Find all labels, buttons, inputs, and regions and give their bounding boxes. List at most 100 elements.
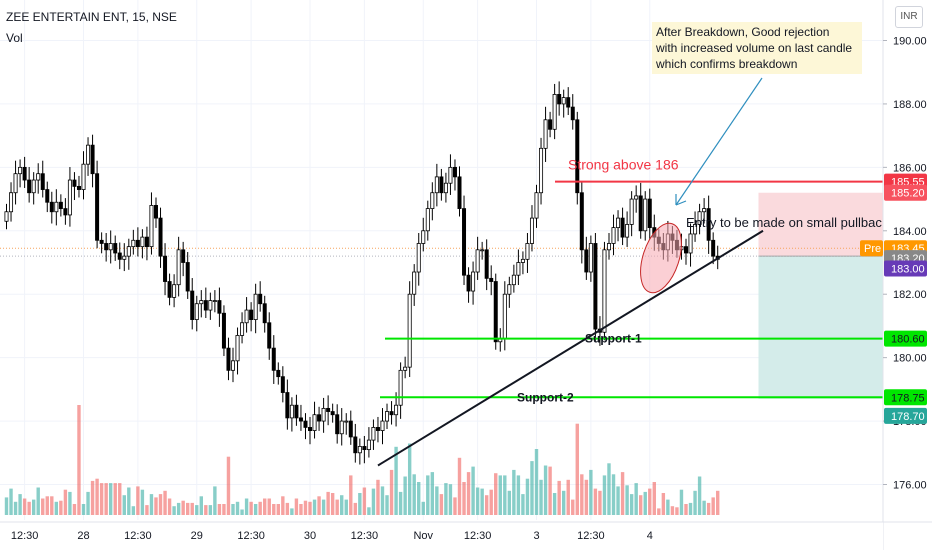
candle-body xyxy=(163,255,168,282)
candle-body xyxy=(271,347,276,371)
candle-body xyxy=(235,335,240,362)
volume-bar xyxy=(326,491,330,515)
candle-body xyxy=(330,411,335,416)
volume-bar xyxy=(276,504,280,515)
volume-bar xyxy=(516,475,521,515)
trendline xyxy=(377,229,764,467)
volume-bar xyxy=(285,502,290,515)
volume-bar xyxy=(208,505,213,515)
volume-bar xyxy=(231,504,235,515)
volume-bar xyxy=(593,488,598,515)
volume-bar xyxy=(444,483,448,515)
candle-body xyxy=(430,192,435,209)
note-arrow xyxy=(675,77,763,206)
candle-body xyxy=(480,249,485,252)
volume-bar xyxy=(566,479,570,515)
candle-body xyxy=(484,249,489,279)
volume-bar xyxy=(394,446,398,515)
candle-body xyxy=(90,144,95,175)
volume-bar xyxy=(308,501,312,515)
time-tick-label: 4 xyxy=(647,530,653,542)
volume-bar xyxy=(172,506,176,515)
candle-body xyxy=(380,420,385,431)
candle-body xyxy=(72,179,77,187)
candle-body xyxy=(557,94,562,105)
volume-bar xyxy=(90,480,95,515)
candle-body xyxy=(425,208,430,232)
volume-bar xyxy=(602,475,607,515)
candle-body xyxy=(122,255,127,260)
candle-body xyxy=(489,277,494,282)
candle-body xyxy=(421,230,426,244)
volume-bar xyxy=(376,479,380,515)
time-tick-label: 12:30 xyxy=(577,530,605,542)
price-tag-label: 180.60 xyxy=(891,334,925,346)
candle-body xyxy=(45,189,50,203)
candle-body xyxy=(140,236,145,248)
volume-bar xyxy=(702,500,706,515)
volume-bar xyxy=(453,497,457,515)
candle-body xyxy=(706,208,711,241)
candle-body xyxy=(529,217,534,244)
resistance-label: Strong above 186 xyxy=(568,157,679,173)
volume-bar xyxy=(620,472,625,515)
volume-bar xyxy=(167,498,172,515)
volume-bar xyxy=(45,496,49,515)
volume-bar xyxy=(412,474,416,515)
volume-bar xyxy=(31,499,36,515)
volume-bar xyxy=(679,489,684,515)
candle-body xyxy=(412,271,417,295)
volume-bar xyxy=(435,486,439,515)
candle-body xyxy=(394,404,399,416)
candle-body xyxy=(702,208,707,213)
price-tag-label: 178.70 xyxy=(891,411,925,423)
volume-bar xyxy=(648,488,652,515)
volume-bar xyxy=(258,501,262,515)
volume-bar xyxy=(367,507,371,515)
volume-bar xyxy=(18,494,22,515)
candle-body xyxy=(647,198,652,229)
candle-body xyxy=(593,243,598,330)
candle-body xyxy=(104,243,109,251)
currency-button[interactable]: INR xyxy=(895,6,923,28)
candle-body xyxy=(638,195,643,232)
candle-body xyxy=(398,369,403,406)
candle-body xyxy=(552,94,557,130)
candle-body xyxy=(212,300,217,302)
volume-bar xyxy=(688,502,693,515)
volume-bar xyxy=(281,496,285,515)
candle-body xyxy=(344,420,349,423)
time-tick-label: 12:30 xyxy=(11,530,39,542)
volume-bar xyxy=(13,501,18,515)
volume-bar xyxy=(670,506,675,515)
volume-bar xyxy=(398,491,403,515)
price-tick-label: 190.00 xyxy=(893,36,927,48)
volume-bar xyxy=(503,475,507,515)
volume-bar xyxy=(190,502,194,515)
candle-body xyxy=(539,147,544,194)
volume-bar xyxy=(675,507,679,515)
volume-bar xyxy=(22,498,27,515)
candle-body xyxy=(230,360,235,371)
price-tag xyxy=(884,184,927,201)
candle-body xyxy=(321,407,326,422)
price-tick-label: 182.00 xyxy=(893,289,927,301)
symbol-title: ZEE ENTERTAIN ENT, 15, NSE xyxy=(6,10,177,24)
volume-bar xyxy=(552,493,557,515)
volume-bar xyxy=(629,494,634,515)
volume-bar xyxy=(561,490,566,515)
volume-bar xyxy=(580,474,584,515)
price-tag xyxy=(884,389,927,406)
chart-grid xyxy=(0,0,883,520)
candle-body xyxy=(684,246,689,254)
volume-bar xyxy=(158,494,163,515)
volume-bar xyxy=(448,484,453,515)
candle-body xyxy=(548,119,553,130)
candle-body xyxy=(371,427,376,441)
price-tick-label: 188.00 xyxy=(893,99,927,111)
candle-body xyxy=(493,281,498,343)
volume-bar xyxy=(475,487,480,515)
candle-body xyxy=(602,249,607,333)
volume-bar xyxy=(63,489,68,515)
